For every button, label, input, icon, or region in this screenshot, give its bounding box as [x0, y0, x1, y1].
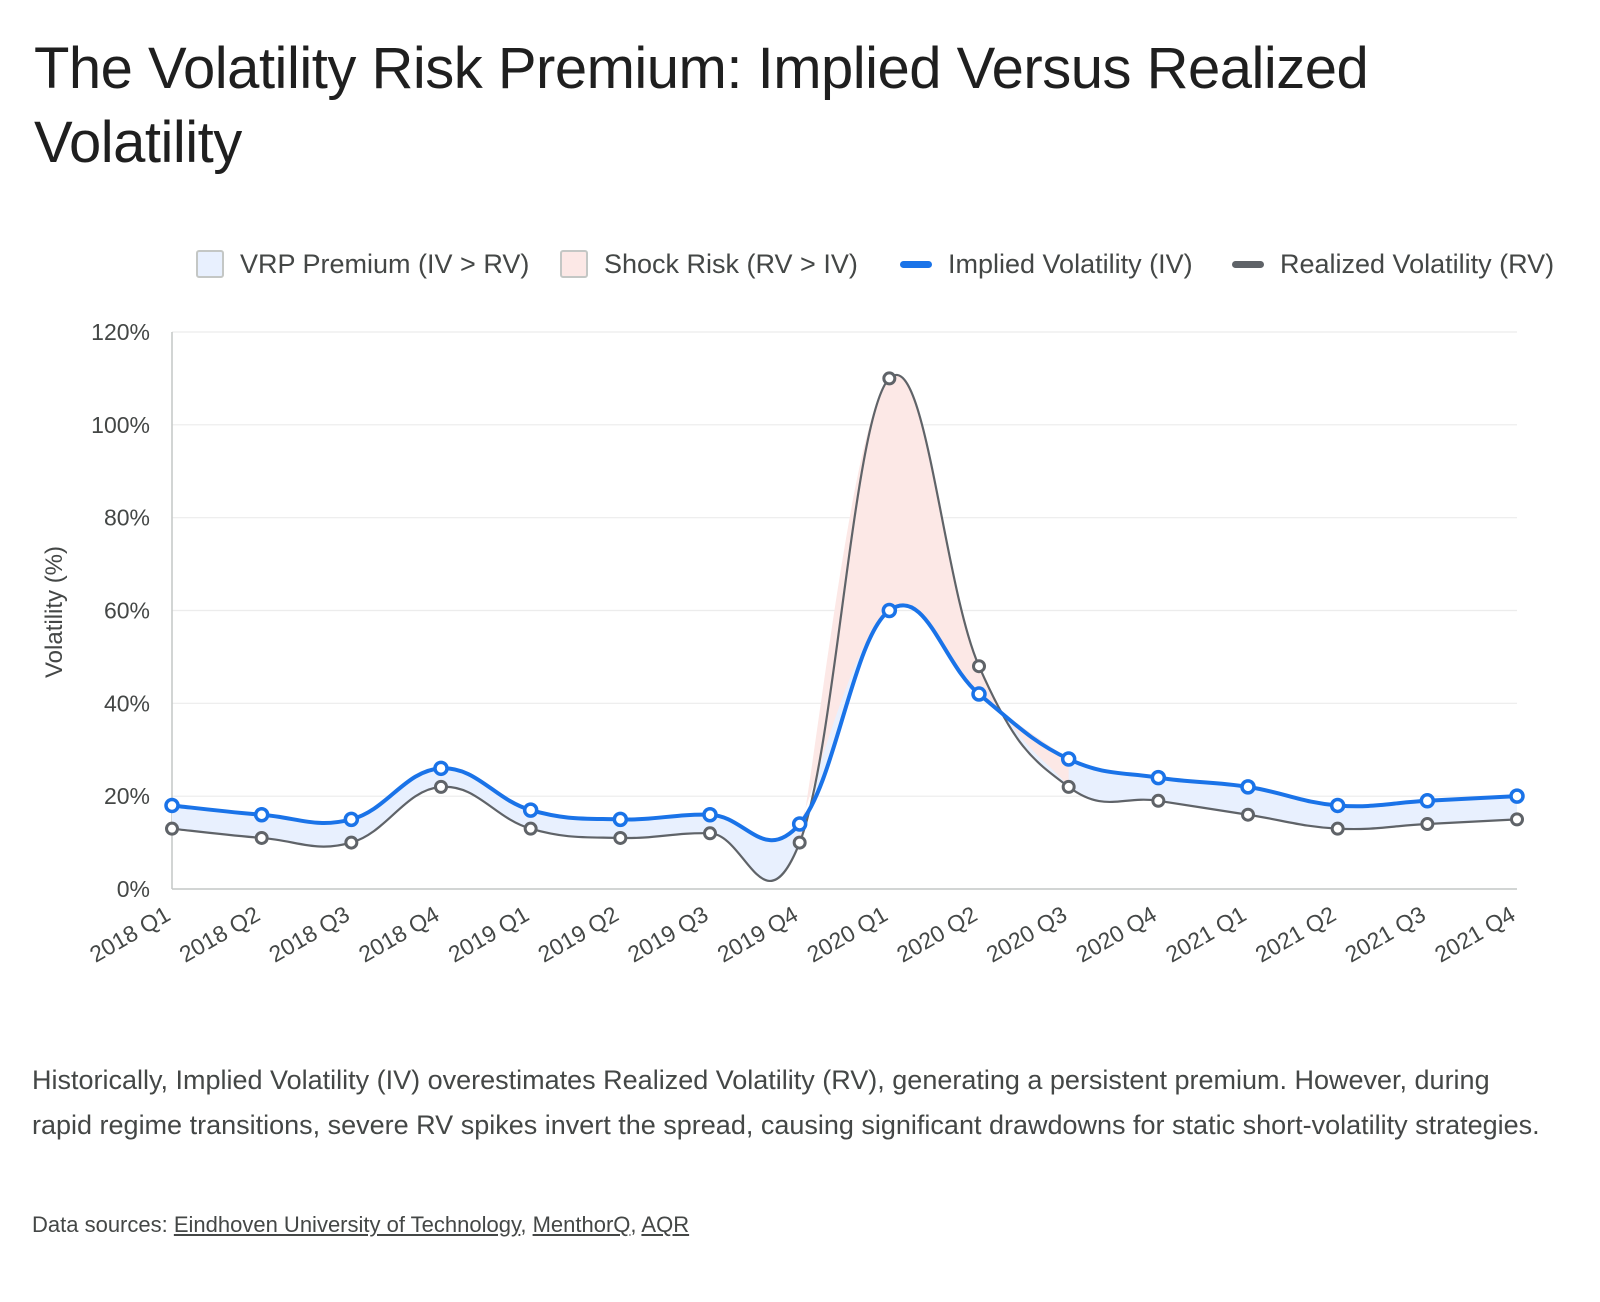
iv-data-point: [1419, 793, 1436, 809]
y-axis-label: Volatility (%): [41, 546, 68, 678]
x-tick-label: 2018 Q4: [354, 901, 444, 968]
iv-data-point: [164, 797, 180, 814]
y-tick-label: 60%: [104, 598, 150, 624]
chart-description: Historically, Implied Volatility (IV) ov…: [32, 1065, 1540, 1140]
shock-risk-area: [799, 374, 1069, 843]
iv-data-point: [253, 806, 270, 823]
legend-label-shock: Shock Risk (RV > IV): [604, 248, 858, 279]
y-tick-label: 0%: [117, 876, 150, 902]
rv-data-point: [1510, 812, 1524, 827]
y-tick-label: 80%: [104, 505, 150, 531]
iv-data-point: [343, 811, 360, 828]
rv-data-point: [523, 821, 538, 836]
x-tick-label: 2019 Q2: [533, 901, 622, 968]
legend-label-rv: Realized Volatility (RV): [1280, 248, 1555, 279]
iv-data-point: [612, 811, 629, 828]
iv-data-point: [1240, 779, 1256, 795]
x-tick-label: 2018 Q3: [264, 901, 353, 968]
iv-data-point: [1509, 788, 1525, 804]
x-tick-label: 2020 Q3: [982, 901, 1071, 968]
y-tick-labels: 0% 20% 40% 60% 80% 100% 120%: [91, 319, 150, 902]
iv-data-point: [1150, 769, 1167, 786]
chart-title: The Volatility Risk Premium: Implied Ver…: [34, 36, 1369, 175]
rv-data-point: [972, 659, 986, 674]
x-tick-label: 2021 Q2: [1251, 901, 1340, 968]
x-tick-label: 2021 Q4: [1430, 901, 1520, 968]
legend-item-vrp-premium[interactable]: VRP Premium (IV > RV): [196, 244, 529, 284]
rv-data-point: [1061, 779, 1076, 794]
rv-data-point: [703, 826, 717, 841]
x-tick-label: 2019 Q1: [444, 901, 533, 968]
rv-data-point: [1330, 821, 1345, 836]
rv-data-point: [434, 779, 448, 794]
rv-data-point: [1151, 793, 1166, 808]
legend-item-realized-volatility[interactable]: Realized Volatility (RV): [1232, 244, 1554, 284]
iv-data-point: [1060, 751, 1077, 767]
rv-data-point: [254, 830, 269, 845]
rv-data-point: [1420, 817, 1435, 832]
line-chart: 0%20%40%60%80%100%120% 2018 Q1 2018 Q2 201…: [41, 319, 1525, 968]
iv-data-point: [1329, 797, 1346, 814]
iv-data-point: [522, 802, 539, 818]
legend-swatch-shock: [560, 250, 588, 278]
x-tick-label: 2020 Q4: [1071, 901, 1161, 968]
legend-swatch-rv: [1232, 260, 1264, 268]
x-tick-label: 2020 Q2: [892, 901, 981, 968]
areas: [172, 374, 1517, 881]
x-tick-label: 2018 Q2: [175, 901, 264, 968]
x-tick-label: 2019 Q4: [713, 901, 803, 968]
legend: VRP Premium (IV > RV) Shock Risk (RV > I…: [0, 244, 1600, 284]
sources-prefix: Data sources:: [32, 1212, 174, 1237]
x-tick-label: 2019 Q3: [623, 901, 712, 968]
iv-data-point: [433, 760, 449, 777]
legend-label-iv: Implied Volatility (IV): [948, 248, 1193, 279]
iv-data-point: [702, 806, 718, 823]
y-tick-label: 120%: [91, 319, 150, 345]
y-tick-label: 20%: [104, 783, 150, 809]
y-tick-label: 100%: [91, 412, 150, 438]
legend-swatch-vrp: [196, 250, 224, 278]
source-link-menthorq[interactable]: MenthorQ: [532, 1212, 631, 1237]
rv-data-point: [792, 835, 807, 850]
y-tick-label: 40%: [104, 690, 150, 716]
rv-data-point: [165, 821, 179, 836]
iv-data-point: [971, 686, 987, 702]
rv-data-point: [344, 835, 359, 850]
iv-data-point: [881, 602, 898, 619]
x-tick-label: 2021 Q1: [1161, 901, 1250, 968]
x-tick-label: 2021 Q3: [1340, 901, 1429, 968]
source-link-eindhoven[interactable]: Eindhoven University of Technology: [173, 1212, 521, 1237]
x-tick-label: 2018 Q1: [85, 901, 174, 968]
x-tick-label: 2020 Q1: [802, 901, 891, 968]
rv-data-point: [1241, 807, 1255, 822]
implied-volatility-line: [171, 603, 1518, 842]
x-tick-labels: 2018 Q1 2018 Q2 2018 Q3 2018 Q4 2019 Q1 2019 …: [85, 901, 1520, 968]
legend-label-vrp: VRP Premium (IV > RV): [240, 248, 530, 279]
legend-swatch-iv: [900, 260, 932, 268]
rv-data-point: [613, 830, 628, 845]
iv-data-point: [791, 816, 808, 832]
data-sources: Data sources: Eindhoven University of Te…: [32, 1212, 690, 1237]
rv-data-point: [882, 371, 897, 386]
source-link-aqr[interactable]: AQR: [641, 1212, 690, 1237]
legend-item-implied-volatility[interactable]: Implied Volatility (IV): [900, 244, 1193, 284]
legend-item-shock-risk[interactable]: Shock Risk (RV > IV): [560, 244, 858, 284]
data-points: [164, 371, 1525, 850]
